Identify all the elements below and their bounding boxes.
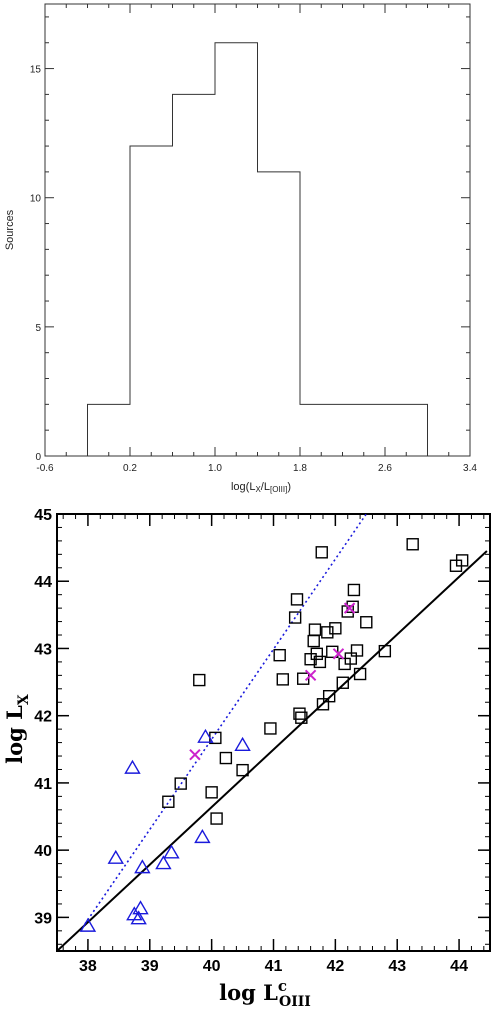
square-point	[296, 672, 310, 685]
square-point	[315, 546, 328, 559]
histogram-bars	[87, 42, 428, 456]
scatter-x-tick-label: 39	[141, 958, 159, 975]
histogram-chart: -0.6 0.2 1.0 1.8 2.6 3.4 0 5 10 15 log(LX/L[OIII…	[4, 3, 477, 494]
cross-point	[343, 602, 356, 614]
square-point	[406, 538, 419, 551]
scatter-x-axis-label: log Lc OIII	[219, 977, 311, 1009]
square-point	[273, 648, 286, 662]
histogram-x-tick-label: 0.2	[123, 463, 137, 474]
square-point	[193, 673, 206, 687]
histogram-bin-4	[258, 172, 301, 456]
square-point	[353, 667, 367, 681]
dotted-fit-line	[84, 514, 367, 925]
scatter-y-tick-label: 45	[34, 507, 52, 524]
scatter-y-tick-label: 39	[34, 910, 52, 927]
square-point	[219, 751, 233, 765]
histogram-y-axis-label: Sources	[4, 209, 16, 250]
scatter-y-ticks: 39 40 41 42 43 44 45	[34, 507, 490, 945]
histogram-y-ticks: 0 5 10 15	[30, 16, 470, 463]
histogram-x-ticks: -0.6 0.2 1.0 1.8 2.6 3.4	[36, 4, 477, 474]
square-point	[321, 626, 334, 639]
scatter-y-tick-label: 40	[34, 843, 52, 860]
histogram-x-tick-label: 2.6	[378, 463, 392, 474]
square-point	[307, 634, 320, 648]
square-point	[336, 676, 349, 689]
triangle-point	[130, 910, 147, 925]
histogram-x-tick-label: 1.0	[208, 463, 222, 474]
histogram-bin-5	[300, 404, 343, 456]
histogram-y-tick-label: 5	[35, 323, 41, 334]
scatter-x-tick-label: 44	[450, 958, 468, 975]
cross-point	[332, 648, 345, 660]
histogram-x-tick-label: 3.4	[463, 463, 477, 474]
square-point	[329, 622, 342, 635]
square-point	[350, 644, 364, 657]
scatter-axes	[56, 513, 491, 952]
square-point	[455, 554, 469, 567]
scatter-y-tick-label: 43	[34, 641, 52, 658]
square-point	[174, 777, 187, 790]
scatter-x-tick-label: 42	[326, 958, 344, 975]
scatter-y-axis-label: log LX	[2, 694, 32, 764]
scatter-frame	[56, 513, 491, 952]
cross-point	[189, 748, 201, 761]
scatter-y-tick-label: 41	[34, 776, 52, 793]
square-point	[288, 611, 302, 624]
histogram-y-tick-label: 10	[30, 194, 42, 205]
histogram-x-tick-label: -0.6	[36, 463, 54, 474]
triangle-point	[197, 728, 214, 743]
scatter-y-tick-label: 42	[34, 709, 52, 726]
histogram-bin-0	[88, 404, 131, 456]
triangle-point	[132, 900, 149, 915]
square-point	[205, 786, 218, 799]
triangle-point	[234, 736, 251, 751]
scatter-x-tick-label: 43	[388, 958, 406, 975]
cross-point	[304, 669, 317, 682]
histogram-bin-7	[385, 404, 428, 456]
square-point	[162, 795, 175, 808]
square-point	[210, 812, 223, 825]
square-point	[308, 623, 322, 636]
scatter-y-tick-label: 44	[34, 574, 52, 591]
square-point	[295, 711, 308, 724]
histogram-bin-3	[215, 43, 258, 456]
triangle-point	[194, 828, 211, 844]
square-point	[310, 647, 323, 661]
square-point	[360, 616, 373, 629]
square-point	[276, 673, 289, 686]
scatter-x-tick-label: 38	[79, 958, 97, 975]
square-point	[347, 583, 361, 597]
scatter-points	[79, 538, 469, 932]
histogram-y-tick-label: 0	[35, 452, 41, 463]
square-point	[378, 644, 392, 658]
histogram-outline	[87, 42, 428, 456]
square-point	[236, 763, 249, 777]
triangle-point	[155, 855, 172, 870]
scatter-fit-lines	[57, 514, 488, 951]
histogram-bin-2	[173, 94, 216, 456]
square-point	[264, 722, 277, 735]
square-point	[313, 655, 327, 669]
triangle-point	[124, 759, 141, 774]
histogram-x-axis-label: log(LX/L[OIII])	[231, 481, 291, 494]
scatter-x-tick-label: 41	[265, 958, 283, 975]
square-point	[293, 707, 306, 720]
histogram-x-tick-label: 1.8	[293, 463, 307, 474]
square-point	[322, 689, 336, 703]
triangle-point	[107, 849, 124, 864]
triangle-point	[163, 844, 180, 859]
histogram-bin-1	[130, 146, 173, 456]
triangle-point	[134, 859, 151, 874]
triangle-point	[79, 917, 97, 932]
solid-fit-line	[57, 550, 488, 951]
scatter-x-tick-label: 40	[203, 958, 221, 975]
scatter-chart: 38 39 40 41 42 43 44 39 40 41 42 43 44 45 log Lc OIII…	[2, 507, 491, 1009]
histogram-y-tick-label: 15	[30, 65, 42, 76]
scatter-x-ticks: 38 39 40 41 42 43 44	[62, 514, 485, 975]
square-point	[290, 593, 304, 606]
histogram-bin-6	[343, 404, 386, 456]
